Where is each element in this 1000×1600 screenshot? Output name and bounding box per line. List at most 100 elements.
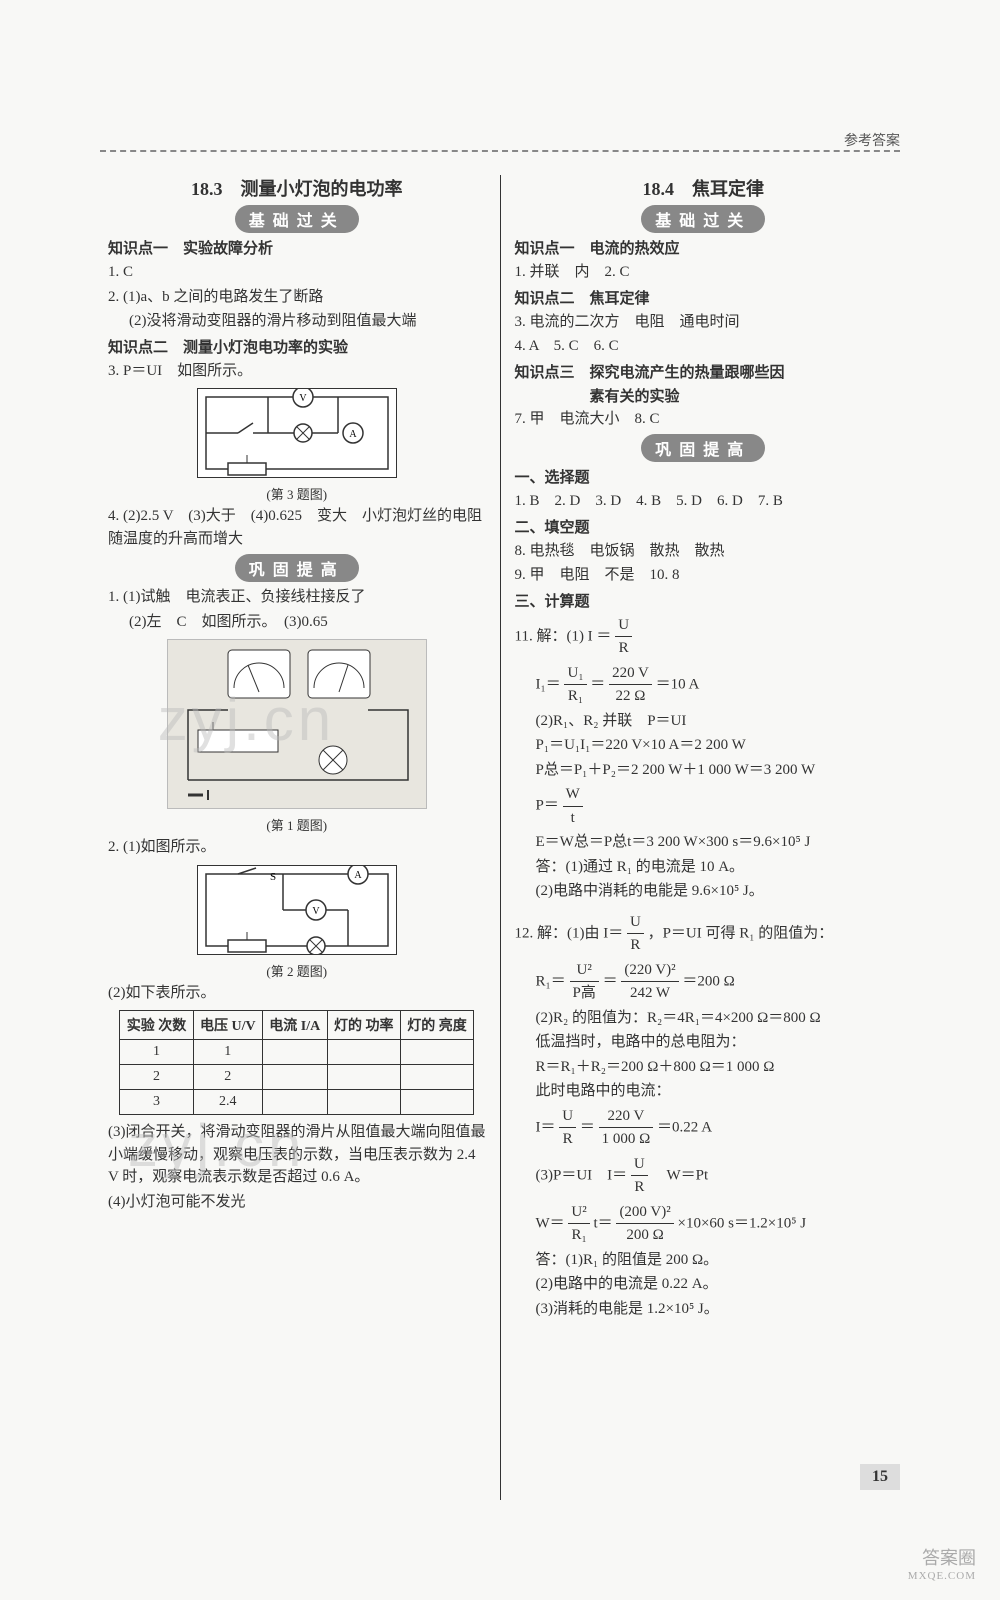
r2c2 bbox=[262, 1090, 327, 1115]
q12-l9-n2: (200 V)² bbox=[616, 1201, 673, 1225]
q12-l9: W＝ U² R₁ t＝ (200 V)² 200 Ω ×10×60 s＝1.2×… bbox=[536, 1201, 893, 1247]
r1c2 bbox=[262, 1065, 327, 1090]
q11-l2-f1: U₁ R₁ bbox=[564, 662, 586, 708]
q12-head-f: U R bbox=[627, 911, 644, 957]
sec1: 一、选择题 bbox=[515, 466, 893, 487]
q12-l2-f2: (220 V)² 242 W bbox=[621, 959, 678, 1005]
sec3: 三、计算题 bbox=[515, 590, 893, 611]
q12-l7-d2: 1 000 Ω bbox=[599, 1128, 654, 1151]
q11-l7: E＝W总＝P总t＝3 200 W×300 s＝9.6×10⁵ J bbox=[536, 831, 893, 854]
q11-l2-mid: ＝ bbox=[590, 676, 605, 692]
a456: 4. A 5. C 6. C bbox=[515, 335, 893, 358]
q12-l9-end: ×10×60 s＝1.2×10⁵ J bbox=[678, 1215, 807, 1231]
q12-l6: 此时电路中的电流： bbox=[536, 1080, 893, 1103]
q12-l2-d2: 242 W bbox=[621, 982, 678, 1005]
th-1: 电压 U/V bbox=[193, 1011, 262, 1040]
footer-sub: MXQE.COM bbox=[908, 1570, 976, 1582]
q11-ans2: (2)电路中消耗的电能是 9.6×10⁵ J。 bbox=[536, 880, 893, 903]
q12-l7-f1: U R bbox=[559, 1105, 576, 1151]
q11-l2-n1: U₁ bbox=[564, 662, 586, 686]
left-title: 18.3 测量小灯泡的电功率 bbox=[108, 175, 486, 201]
r1c0: 2 bbox=[120, 1065, 193, 1090]
q12-l7-pre: I＝ bbox=[536, 1119, 556, 1135]
q12-l2-mid: ＝ bbox=[603, 973, 618, 989]
q12-l2-n1: U² bbox=[570, 959, 599, 983]
p2d: (4)小灯泡可能不发光 bbox=[108, 1191, 486, 1214]
banner-adv-left-text: 巩固提高 bbox=[235, 554, 359, 582]
banner-basic-left: 基础过关 bbox=[108, 205, 486, 233]
q2a: 2. (1)a、b 之间的电路发生了断路 bbox=[108, 286, 486, 309]
column-divider bbox=[500, 175, 501, 1500]
content-area: 18.3 测量小灯泡的电功率 基础过关 知识点一 实验故障分析 1. C 2. … bbox=[100, 175, 900, 1500]
q12-l2-d1: P高 bbox=[570, 982, 599, 1005]
r2c3 bbox=[327, 1090, 400, 1115]
q12-l7-n1: U bbox=[559, 1105, 576, 1129]
footer-logo: 答案圈 MXQE.COM bbox=[908, 1544, 976, 1582]
r1c1: 2 bbox=[193, 1065, 262, 1090]
q11-l2-d1: R₁ bbox=[564, 685, 586, 708]
svg-text:S: S bbox=[270, 871, 276, 883]
q11-l2-pre: I₁＝ bbox=[536, 676, 561, 692]
kp3-right-l2: 素有关的实验 bbox=[590, 385, 893, 406]
r2c0: 3 bbox=[120, 1090, 193, 1115]
r1c4 bbox=[400, 1065, 473, 1090]
p2b: (2)如下表所示。 bbox=[108, 982, 486, 1005]
th-4: 灯的 亮度 bbox=[400, 1011, 473, 1040]
mc: 1. B 2. D 3. D 4. B 5. D 6. D 7. B bbox=[515, 490, 893, 513]
banner-adv-left: 巩固提高 bbox=[108, 554, 486, 582]
q12-l2-n2: (220 V)² bbox=[621, 959, 678, 983]
a3: 3. 电流的二次方 电阻 通电时间 bbox=[515, 311, 893, 334]
q2b: (2)没将滑动变阻器的滑片移动到阻值最大端 bbox=[129, 310, 486, 333]
q12-ans1: 答：(1)R₁ 的阻值是 200 Ω。 bbox=[536, 1249, 893, 1272]
fig3-label: (第 3 题图) bbox=[108, 484, 486, 503]
svg-text:A: A bbox=[354, 870, 362, 881]
q11-f1-den: R bbox=[615, 637, 632, 660]
r0c3 bbox=[327, 1040, 400, 1065]
q12-head-d: R bbox=[627, 934, 644, 957]
kp1-right: 知识点一 电流的热效应 bbox=[515, 237, 893, 258]
right-column: 18.4 焦耳定律 基础过关 知识点一 电流的热效应 1. 并联 内 2. C … bbox=[507, 175, 901, 1500]
page-number: 15 bbox=[860, 1464, 900, 1490]
kp2-left: 知识点二 测量小灯泡电功率的实验 bbox=[108, 336, 486, 357]
q12-head-n: U bbox=[627, 911, 644, 935]
r1c3 bbox=[327, 1065, 400, 1090]
q12-l9-d1: R₁ bbox=[568, 1224, 589, 1247]
r0c0: 1 bbox=[120, 1040, 193, 1065]
q11-l2: I₁＝ U₁ R₁ ＝ 220 V 22 Ω ＝10 A bbox=[536, 662, 893, 708]
p1b: (2)左 C 如图所示。 (3)0.65 bbox=[129, 611, 486, 634]
q11-l2-end: ＝10 A bbox=[656, 676, 700, 692]
r0c4 bbox=[400, 1040, 473, 1065]
q3: 3. P＝UI 如图所示。 bbox=[108, 360, 486, 383]
q12-l7: I＝ U R ＝ 220 V 1 000 Ω ＝0.22 A bbox=[536, 1105, 893, 1151]
banner-basic-right-text: 基础过关 bbox=[641, 205, 765, 233]
q12-l9-f2: (200 V)² 200 Ω bbox=[616, 1201, 673, 1247]
q12-l2-end: ＝200 Ω bbox=[682, 973, 734, 989]
q1: 1. C bbox=[108, 261, 486, 284]
left-column: 18.3 测量小灯泡的电功率 基础过关 知识点一 实验故障分析 1. C 2. … bbox=[100, 175, 494, 1500]
q12-l9-pre: W＝ bbox=[536, 1215, 565, 1231]
a78: 7. 甲 电流大小 8. C bbox=[515, 408, 893, 431]
q11-l6-f: W t bbox=[563, 783, 583, 829]
r0c2 bbox=[262, 1040, 327, 1065]
q12-l8-f: U R bbox=[631, 1153, 648, 1199]
q12-l9-mid: t＝ bbox=[594, 1215, 613, 1231]
fb9: 9. 甲 电阻 不是 10. 8 bbox=[515, 564, 893, 587]
q12-l8: (3)P＝UI I＝ U R W＝Pt bbox=[536, 1153, 893, 1199]
kp3-right-l1: 知识点三 探究电流产生的热量跟哪些因 bbox=[515, 361, 893, 382]
q12-l5: R＝R₁＋R₂＝200 Ω＋800 Ω＝1 000 Ω bbox=[536, 1056, 893, 1079]
q11-l2-n2: 220 V bbox=[609, 662, 652, 686]
q11-f1-num: U bbox=[615, 614, 632, 638]
sec2: 二、填空题 bbox=[515, 516, 893, 537]
banner-adv-right-text: 巩固提高 bbox=[641, 434, 765, 462]
th-0: 实验 次数 bbox=[120, 1011, 193, 1040]
q11-l2-d2: 22 Ω bbox=[609, 685, 652, 708]
q12-l9-d2: 200 Ω bbox=[616, 1224, 673, 1247]
kp2-right: 知识点二 焦耳定律 bbox=[515, 287, 893, 308]
right-title: 18.4 焦耳定律 bbox=[515, 175, 893, 201]
q11-l3: (2)R₁、R₂ 并联 P＝UI bbox=[536, 710, 893, 733]
q11-l6-d: t bbox=[563, 807, 583, 830]
footer-main: 答案圈 bbox=[908, 1544, 976, 1570]
header-divider bbox=[100, 150, 900, 152]
svg-text:A: A bbox=[349, 429, 357, 440]
header-label: 参考答案 bbox=[844, 130, 900, 150]
